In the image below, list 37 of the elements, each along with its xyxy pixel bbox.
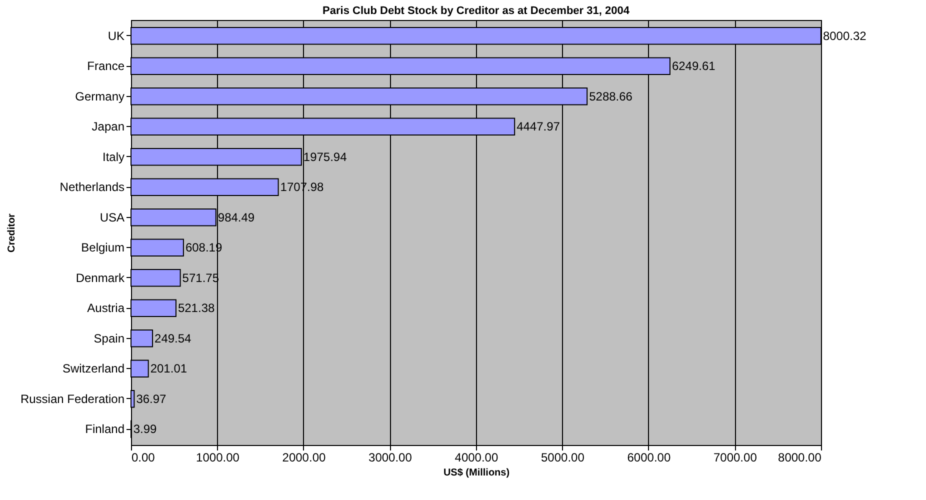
x-tick-label: 3000.00 — [368, 450, 412, 464]
data-label: 8000.32 — [822, 28, 867, 43]
data-label: 4447.97 — [516, 120, 560, 134]
y-tick-label: Finland — [85, 422, 124, 436]
data-label: 984.49 — [218, 210, 255, 224]
x-tick-label: 4000.00 — [454, 450, 498, 464]
data-label: 36.97 — [136, 392, 167, 406]
data-label: 201.01 — [150, 362, 188, 376]
x-tick-label: 8000.00 — [778, 450, 822, 464]
y-tick-label: Russian Federation — [20, 392, 124, 406]
y-tick-label: Denmark — [76, 270, 126, 285]
data-label: 5288.66 — [589, 89, 633, 104]
data-label: 249.54 — [154, 331, 192, 346]
data-label: 1975.94 — [303, 150, 348, 164]
y-axis-title: Creditor — [6, 213, 18, 252]
x-tick-label: 6000.00 — [627, 450, 671, 464]
y-tick-label: Italy — [102, 150, 124, 164]
y-tick-label: Germany — [75, 89, 124, 104]
y-tick-label: Japan — [92, 120, 124, 134]
x-tick-label: 1000.00 — [196, 450, 240, 464]
y-tick-label: Netherlands — [60, 180, 124, 194]
data-label: 521.38 — [178, 301, 215, 316]
x-axis-title: US$ (Millions) — [443, 468, 510, 478]
chart-title: Paris Club Debt Stock by Creditor as at December 31, 2004 — [322, 5, 630, 17]
y-tick-label: USA — [100, 210, 124, 224]
y-tick-label: Switzerland — [62, 362, 124, 376]
x-tick-label: 0.00 — [132, 450, 156, 464]
y-tick-label: France — [87, 59, 125, 74]
y-tick-label: UK — [108, 28, 124, 43]
y-tick-label: Spain — [94, 331, 124, 346]
x-tick-label: 5000.00 — [541, 450, 585, 464]
y-tick-label: Austria — [87, 301, 125, 316]
x-tick-label: 2000.00 — [282, 450, 326, 464]
data-label: 6249.61 — [672, 59, 716, 74]
y-tick-label: Belgium — [81, 240, 124, 255]
data-label: 3.99 — [133, 422, 158, 436]
x-tick-label: 7000.00 — [713, 450, 758, 464]
